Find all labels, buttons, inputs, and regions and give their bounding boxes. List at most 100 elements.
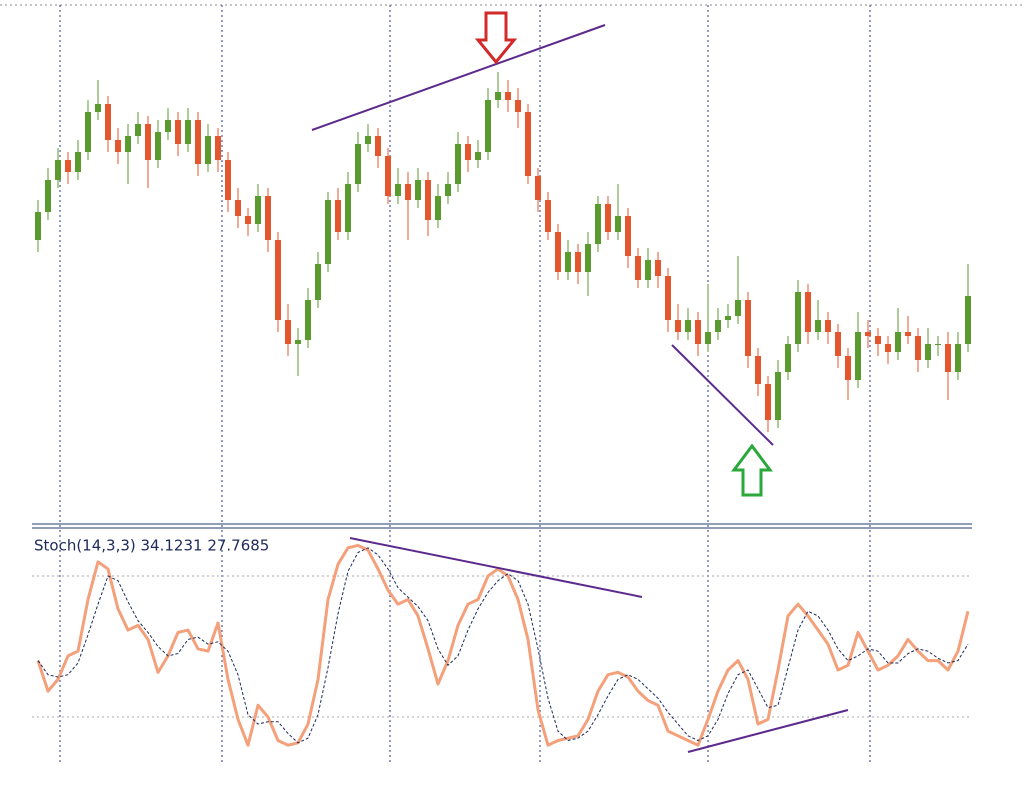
- candle-body: [415, 180, 421, 200]
- candle-body: [465, 144, 471, 160]
- candle-body: [655, 260, 661, 276]
- candle-body: [105, 104, 111, 140]
- candle-body: [75, 152, 81, 172]
- candle-body: [905, 332, 911, 336]
- candle-body: [795, 292, 801, 344]
- candle-body: [35, 212, 41, 240]
- candle-body: [605, 204, 611, 232]
- candle-body: [695, 320, 701, 344]
- candle-body: [225, 160, 231, 200]
- candle-body: [845, 356, 851, 380]
- candle-body: [575, 252, 581, 272]
- candle-body: [625, 216, 631, 256]
- candle-body: [155, 132, 161, 160]
- candle-body: [755, 356, 761, 384]
- candle-body: [475, 152, 481, 160]
- candle-body: [545, 200, 551, 232]
- candle-body: [455, 144, 461, 184]
- candle-body: [405, 184, 411, 200]
- candle-body: [725, 316, 731, 320]
- candle-body: [635, 256, 641, 280]
- trend-line: [311, 24, 606, 131]
- candle-body: [215, 136, 221, 160]
- candle-body: [145, 124, 151, 160]
- candle-body: [815, 320, 821, 332]
- candle-body: [745, 300, 751, 356]
- candle-body: [495, 92, 501, 100]
- candle-body: [665, 276, 671, 320]
- candle-body: [895, 332, 901, 352]
- candle-body: [235, 200, 241, 216]
- candle-body: [505, 92, 511, 100]
- annotations: [311, 24, 849, 753]
- candle-body: [945, 344, 951, 372]
- candle-body: [85, 112, 91, 152]
- candle-body: [865, 332, 871, 336]
- indicator-label: Stoch(14,3,3) 34.1231 27.7685: [34, 537, 269, 555]
- down-arrow: [474, 11, 518, 65]
- candle-body: [345, 184, 351, 232]
- candle-body: [55, 160, 61, 180]
- candle-body: [525, 112, 531, 176]
- candle-body: [65, 160, 71, 172]
- candle-body: [585, 244, 591, 272]
- up-arrow: [731, 443, 773, 497]
- candle-body: [365, 136, 371, 144]
- candle-body: [45, 180, 51, 212]
- candle-body: [425, 180, 431, 220]
- candle-body: [265, 196, 271, 240]
- candle-body: [325, 200, 331, 264]
- trend-line: [349, 537, 643, 598]
- k-line: [36, 543, 970, 747]
- candle-body: [715, 320, 721, 332]
- candle-body: [305, 300, 311, 340]
- trend-line: [687, 709, 849, 753]
- trend-line: [671, 344, 774, 446]
- candle-body: [645, 260, 651, 280]
- candle-body: [255, 196, 261, 224]
- candle-body: [735, 300, 741, 316]
- candle-body: [355, 144, 361, 184]
- candle-body: [295, 340, 301, 344]
- candle-body: [115, 140, 121, 152]
- candle-body: [925, 344, 931, 360]
- candle-body: [175, 120, 181, 144]
- candle-body: [375, 136, 381, 156]
- candle-body: [445, 184, 451, 196]
- candle-body: [435, 196, 441, 220]
- candle-body: [785, 344, 791, 372]
- candle-body: [595, 204, 601, 244]
- candle-body: [885, 344, 891, 352]
- d-line: [37, 547, 969, 744]
- candle-body: [805, 292, 811, 332]
- candle-body: [965, 296, 971, 344]
- price-panel: [35, 72, 971, 432]
- candle-body: [675, 320, 681, 332]
- candle-body: [315, 264, 321, 300]
- candle-body: [555, 232, 561, 272]
- candle-body: [135, 124, 141, 136]
- candle-body: [825, 320, 831, 332]
- candle-body: [935, 344, 941, 345]
- candle-body: [245, 216, 251, 224]
- candle-body: [765, 384, 771, 420]
- candle-body: [955, 344, 961, 372]
- candle-body: [205, 136, 211, 164]
- candle-body: [705, 332, 711, 344]
- candle-body: [565, 252, 571, 272]
- candle-body: [335, 200, 341, 232]
- candle-body: [615, 216, 621, 232]
- candle-body: [685, 320, 691, 332]
- candle-body: [125, 136, 131, 152]
- candle-body: [165, 120, 171, 132]
- candle-body: [95, 104, 101, 112]
- stoch-panel: [32, 543, 972, 747]
- candle-body: [855, 332, 861, 380]
- candle-body: [875, 336, 881, 344]
- candle-body: [915, 336, 921, 360]
- candle-body: [535, 176, 541, 200]
- candle-body: [395, 184, 401, 196]
- candle-body: [285, 320, 291, 344]
